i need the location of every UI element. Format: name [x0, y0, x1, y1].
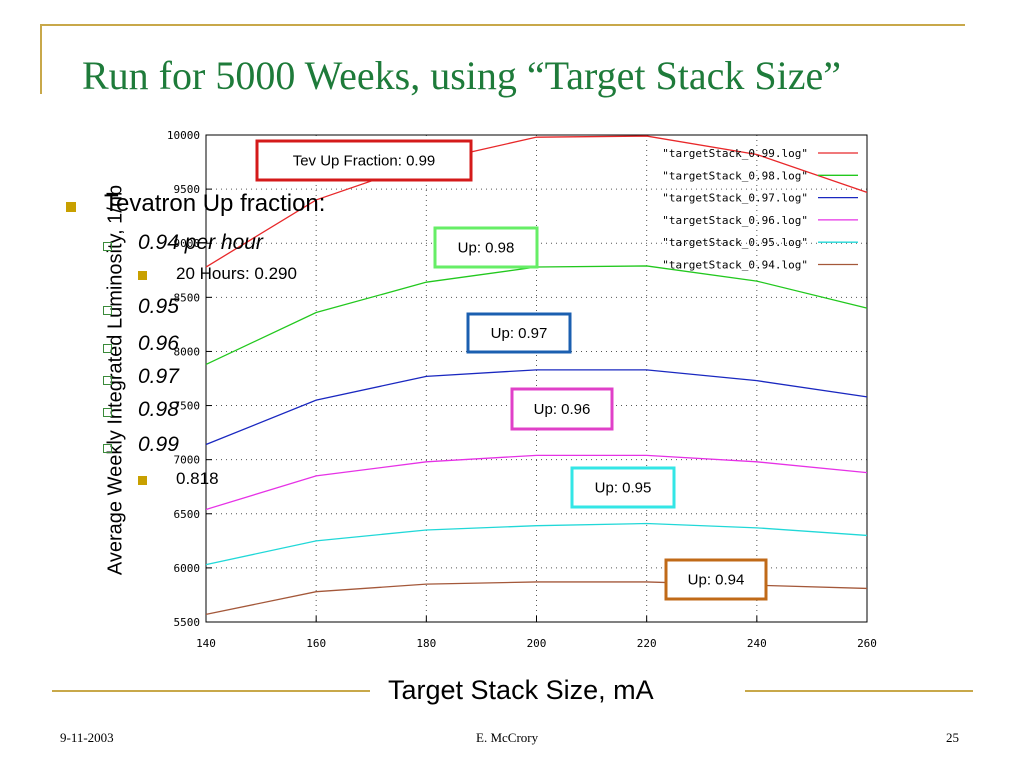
annotation-label-2: Up: 0.97 — [491, 325, 548, 342]
y-tick-label: 7000 — [174, 454, 201, 467]
annotation-box-5 — [664, 558, 768, 601]
annotation-label-4: Up: 0.95 — [595, 480, 652, 497]
plot-frame — [205, 134, 868, 623]
annotation-box-2 — [466, 312, 572, 354]
x-tick-label: 220 — [637, 637, 657, 650]
y-tick-label: 10000 — [167, 129, 200, 142]
x-axis-label: Target Stack Size, mA — [388, 675, 654, 705]
footer-page-number: 25 — [946, 730, 959, 745]
y-tick-label: 7500 — [174, 400, 201, 413]
x-tick-label: 180 — [416, 637, 436, 650]
series-line-3 — [205, 454, 868, 511]
annotation-box-1 — [433, 226, 539, 269]
x-tick-label: 200 — [527, 637, 547, 650]
series-line-5 — [205, 581, 868, 616]
footer-author: E. McCrory — [476, 730, 539, 745]
annotation-label-5: Up: 0.94 — [688, 572, 745, 589]
annotation-box-4 — [570, 466, 676, 509]
footer-rule-left — [52, 690, 370, 692]
frame-left-line — [40, 24, 42, 94]
annotation-label-0: Tev Up Fraction: 0.99 — [293, 153, 436, 170]
y-tick-label: 8000 — [174, 345, 201, 358]
y-axis-label: Average Weekly Integrated Luminosity, 1/… — [104, 184, 127, 576]
series-line-4 — [205, 522, 868, 566]
legend-label-0: "targetStack_0.99.log" — [662, 147, 808, 160]
x-tick-label: 240 — [747, 637, 767, 650]
annotation-box-3 — [510, 387, 614, 431]
legend-label-3: "targetStack_0.96.log" — [662, 214, 808, 227]
legend-label-5: "targetStack_0.94.log" — [662, 259, 808, 272]
y-tick-label: 9500 — [174, 183, 201, 196]
annotation-label-3: Up: 0.96 — [534, 401, 591, 418]
x-tick-label: 140 — [196, 637, 216, 650]
legend-label-1: "targetStack_0.98.log" — [662, 169, 808, 182]
slide-title: Run for 5000 Weeks, using “Target Stack … — [82, 53, 842, 98]
footer-date: 9-11-2003 — [60, 730, 114, 745]
y-tick-label: 5500 — [174, 616, 201, 629]
y-tick-label: 6000 — [174, 562, 201, 575]
y-tick-label: 6500 — [174, 508, 201, 521]
annotation-box-0 — [255, 139, 473, 182]
legend-label-4: "targetStack_0.95.log" — [662, 236, 808, 249]
annotation-label-1: Up: 0.98 — [458, 240, 515, 257]
x-tick-label: 160 — [306, 637, 326, 650]
legend-label-2: "targetStack_0.97.log" — [662, 192, 808, 205]
x-tick-label: 260 — [857, 637, 877, 650]
series-line-0 — [205, 135, 868, 268]
footer-rule-right — [745, 690, 973, 692]
y-tick-label: 9000 — [174, 237, 201, 250]
series-line-2 — [205, 369, 868, 446]
frame-top-line — [40, 24, 965, 26]
y-tick-label: 8500 — [174, 291, 201, 304]
